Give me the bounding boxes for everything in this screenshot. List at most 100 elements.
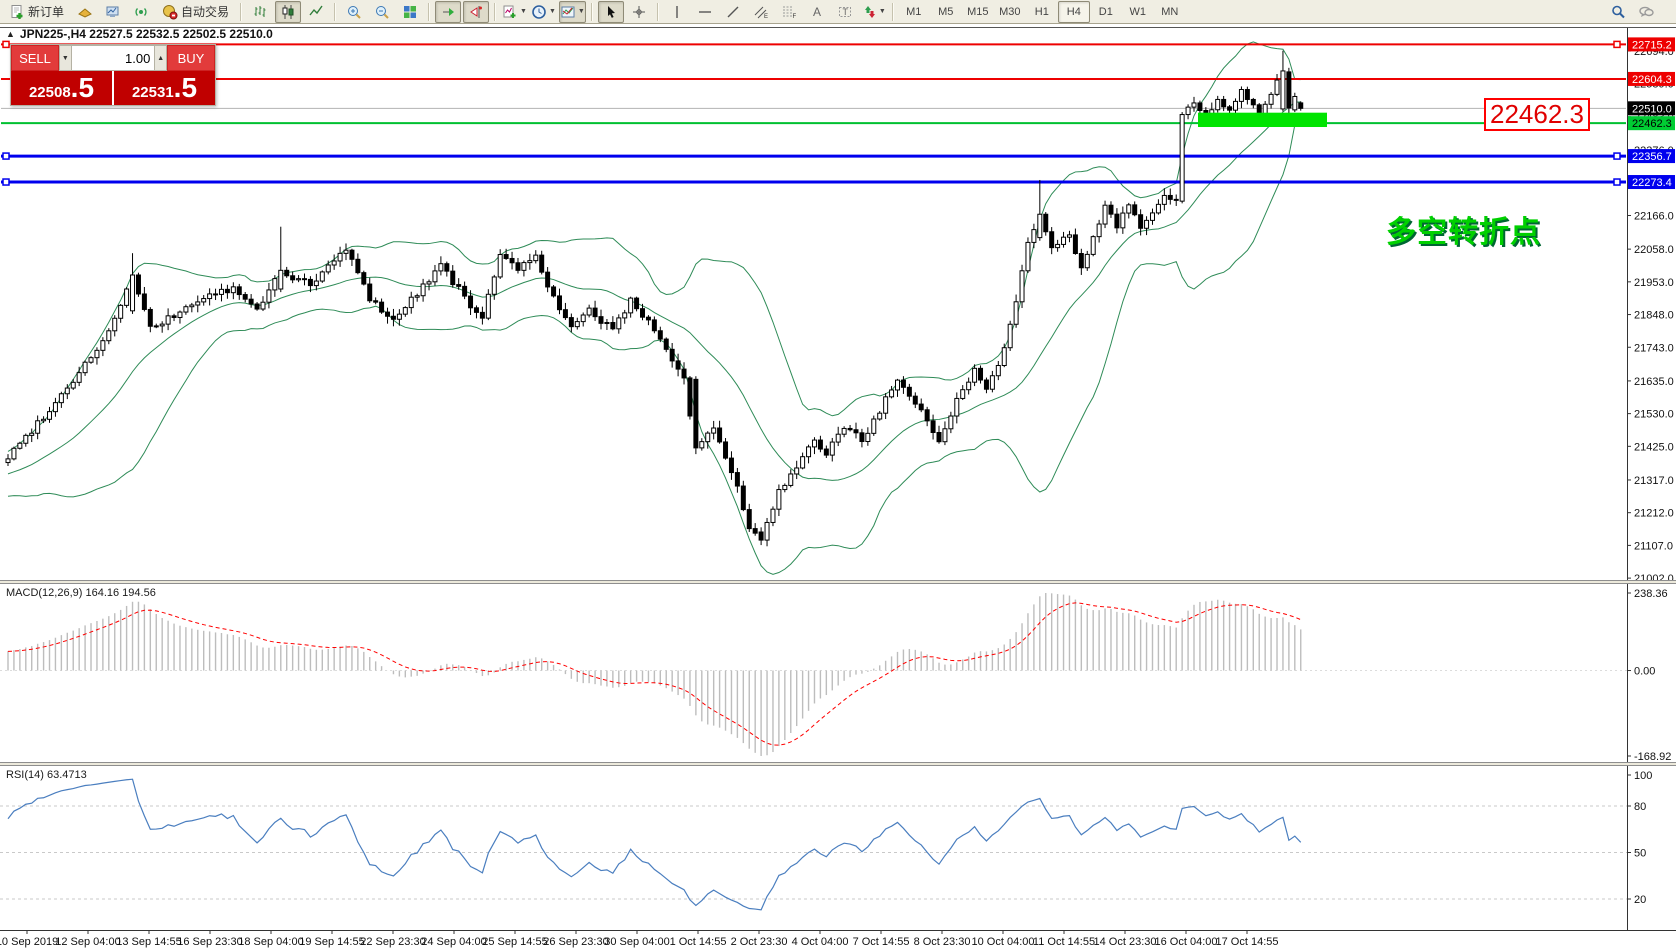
toolbar-right-group <box>1604 1 1674 23</box>
bar-chart-button[interactable] <box>247 1 273 23</box>
bollinger-lower <box>7 123 1301 575</box>
timeframe-button-mn[interactable]: MN <box>1161 5 1179 18</box>
equidistant-channel-button[interactable]: E <box>748 1 774 23</box>
search-icon <box>1612 5 1625 18</box>
svg-text:26 Sep 23:30: 26 Sep 23:30 <box>543 936 608 948</box>
text-label-button[interactable]: T <box>832 1 858 23</box>
macd-values: 164.16 194.56 <box>85 587 156 599</box>
bar-chart-icon <box>254 5 266 17</box>
sell-button[interactable]: SELL <box>11 45 59 71</box>
svg-text:100: 100 <box>1634 770 1652 782</box>
search-button[interactable] <box>1605 1 1631 23</box>
line-chart-button[interactable] <box>303 1 329 23</box>
price-axis[interactable]: 22694.022589.022483.022376.022271.022166… <box>1627 37 1675 585</box>
volume-input[interactable] <box>71 45 155 71</box>
svg-text:238.36: 238.36 <box>1634 588 1668 600</box>
periods-button[interactable]: ▼ <box>530 1 557 23</box>
arrows-button[interactable]: ▼ <box>860 1 887 23</box>
toolbar-separator <box>656 2 659 21</box>
signals-button[interactable] <box>128 1 154 23</box>
highlight-rectangle[interactable] <box>1198 112 1327 128</box>
charts-button[interactable] <box>100 1 126 23</box>
horizontal-line-button[interactable] <box>692 1 718 23</box>
svg-text:22604.3: 22604.3 <box>1632 74 1672 86</box>
svg-text:22356.7: 22356.7 <box>1632 151 1672 163</box>
text-button[interactable]: A <box>804 1 830 23</box>
volume-up-button[interactable]: ▲ <box>154 45 168 71</box>
svg-text:22462.3: 22462.3 <box>1632 118 1672 130</box>
buy-price-display[interactable]: 22531 .5 <box>114 71 215 105</box>
collapse-panel-icon[interactable]: ▲ <box>6 29 15 39</box>
text-icon: A <box>813 5 821 19</box>
buy-price-main: 22531 <box>131 84 174 101</box>
zoom-in-button[interactable] <box>341 1 367 23</box>
trendline-button[interactable] <box>720 1 746 23</box>
svg-text:T: T <box>842 7 848 17</box>
timeframe-button-m30[interactable]: M30 <box>999 5 1021 18</box>
toolbar-separator <box>334 2 337 21</box>
auto-scroll-icon <box>443 7 455 16</box>
auto-trading-button[interactable]: 自动交易 <box>156 1 235 23</box>
svg-text:0.00: 0.00 <box>1634 666 1655 678</box>
buy-button[interactable]: BUY <box>167 45 215 71</box>
candles <box>5 50 1304 547</box>
svg-text:30 Sep 04:00: 30 Sep 04:00 <box>604 936 669 948</box>
profiles-button[interactable] <box>72 1 98 23</box>
trendline-icon <box>727 6 739 17</box>
chart-title-text: JPN225-,H4 22527.5 22532.5 22502.5 22510… <box>19 27 273 41</box>
line-handle[interactable] <box>1613 40 1621 49</box>
sell-price-fraction: .5 <box>70 72 95 103</box>
auto-scroll-button[interactable] <box>435 0 462 23</box>
chat-button[interactable] <box>1633 1 1659 23</box>
vertical-line-button[interactable] <box>664 1 690 23</box>
macd-name: MACD(12,26,9) <box>6 587 83 599</box>
dropdown-arrow-icon: ▼ <box>548 8 556 15</box>
cursor-button[interactable] <box>597 0 624 23</box>
line-handle[interactable] <box>2 152 10 160</box>
timeframe-button-m5[interactable]: M5 <box>938 5 954 18</box>
line-handle[interactable] <box>1613 152 1621 160</box>
timeframe-button-m15[interactable]: M15 <box>967 5 989 18</box>
line-handle[interactable] <box>2 40 10 49</box>
turning-point-annotation[interactable]: 多空转折点 <box>1386 216 1541 249</box>
crosshair-button[interactable] <box>626 1 652 23</box>
svg-text:14 Oct 23:30: 14 Oct 23:30 <box>1094 936 1157 948</box>
indicators-icon <box>503 5 516 18</box>
timeframe-button-h4[interactable]: H4 <box>1057 0 1090 23</box>
sell-price-display[interactable]: 22508 .5 <box>11 71 112 105</box>
volume-down-button[interactable]: ▼ <box>59 45 72 71</box>
toolbar-separator <box>494 2 497 21</box>
fibonacci-button[interactable]: F <box>776 1 802 23</box>
rsi-name: RSI(14) <box>6 769 44 781</box>
svg-text:21317.0: 21317.0 <box>1634 475 1674 487</box>
svg-text:-168.92: -168.92 <box>1634 751 1671 763</box>
price-callout-label[interactable]: 22462.3 <box>1484 98 1590 131</box>
tile-windows-button[interactable] <box>397 1 423 23</box>
timeframe-button-w1[interactable]: W1 <box>1129 5 1147 18</box>
svg-text:E: E <box>764 14 768 20</box>
svg-text:21425.0: 21425.0 <box>1634 441 1674 453</box>
rsi-line <box>7 778 1302 911</box>
profiles-icon <box>78 7 92 18</box>
timeframe-button-h1[interactable]: H1 <box>1034 5 1049 18</box>
line-handle[interactable] <box>2 178 10 186</box>
new-order-button[interactable]: 新订单 <box>3 1 70 23</box>
chart-shift-button[interactable] <box>463 0 490 23</box>
bollinger-middle <box>7 101 1301 481</box>
zoom-out-button[interactable] <box>369 1 395 23</box>
indicators-button[interactable]: ▼ <box>501 1 528 23</box>
svg-text:F: F <box>792 14 796 20</box>
cursor-icon <box>607 5 615 18</box>
line-handle[interactable] <box>1613 178 1621 186</box>
svg-text:22510.0: 22510.0 <box>1632 103 1672 115</box>
timeframe-button-d1[interactable]: D1 <box>1098 5 1113 18</box>
svg-text:16 Oct 04:00: 16 Oct 04:00 <box>1155 936 1218 948</box>
templates-button[interactable]: ▼ <box>558 0 586 23</box>
svg-text:21848.0: 21848.0 <box>1634 310 1674 322</box>
auto-trading-icon <box>163 4 178 19</box>
candlestick-chart-button[interactable] <box>275 0 302 23</box>
timeframe-button-m1[interactable]: M1 <box>906 5 922 18</box>
chart-canvas[interactable]: 22694.022589.022483.022376.022271.022166… <box>0 24 1676 949</box>
toolbar-separator <box>891 2 894 21</box>
